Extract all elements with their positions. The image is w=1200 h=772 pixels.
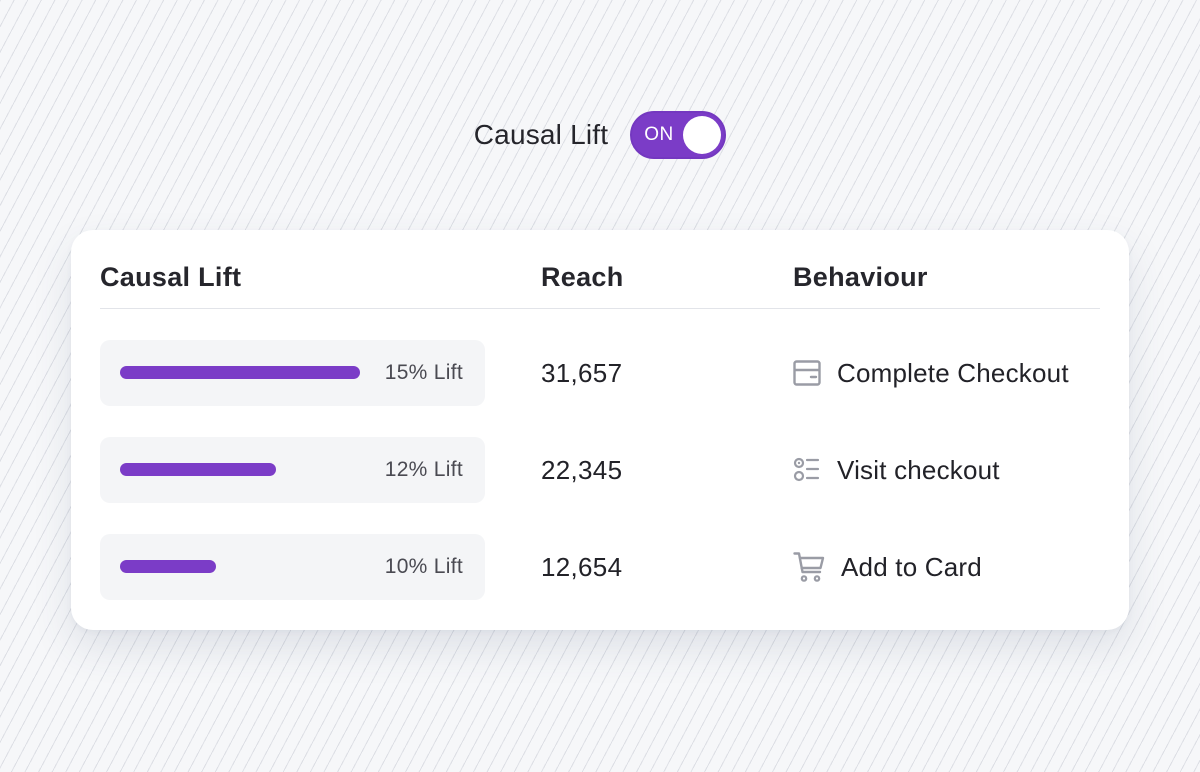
reach-value: 12,654 bbox=[541, 552, 623, 582]
causal-lift-toggle-row: Causal Lift ON bbox=[0, 110, 1200, 160]
behaviour-label: Complete Checkout bbox=[837, 357, 1069, 388]
lift-bar bbox=[120, 463, 276, 476]
column-header-behaviour: Behaviour bbox=[793, 262, 928, 292]
lift-bar bbox=[120, 560, 216, 573]
lift-bar-track bbox=[120, 463, 360, 476]
reach-value: 22,345 bbox=[541, 455, 623, 485]
column-header-reach: Reach bbox=[541, 262, 624, 292]
lift-label: 15% Lift bbox=[384, 361, 463, 384]
list-icon bbox=[793, 454, 825, 486]
table-row: 10% Lift 12,654 Add to Card bbox=[100, 534, 1100, 600]
lift-table-card: Causal Lift Reach Behaviour 15% Lift 31,… bbox=[71, 230, 1129, 630]
checkout-card-icon bbox=[793, 357, 825, 389]
toggle-label: Causal Lift bbox=[473, 119, 609, 150]
lift-label: 12% Lift bbox=[384, 458, 463, 481]
lift-bar-track bbox=[120, 560, 360, 573]
behaviour-cell: Visit checkout bbox=[793, 437, 1000, 503]
causal-lift-toggle[interactable]: ON bbox=[630, 111, 727, 159]
toggle-knob bbox=[683, 116, 722, 154]
lift-cell: 10% Lift bbox=[100, 534, 485, 600]
lift-bar bbox=[120, 366, 360, 379]
lift-cell: 15% Lift bbox=[100, 340, 485, 406]
table-row: 15% Lift 31,657 Complete Checkout bbox=[100, 340, 1100, 406]
table-row: 12% Lift 22,345 Visit checkout bbox=[100, 437, 1100, 503]
cart-icon bbox=[793, 551, 825, 583]
behaviour-cell: Add to Card bbox=[793, 534, 982, 600]
behaviour-label: Add to Card bbox=[841, 551, 982, 582]
table-header: Causal Lift Reach Behaviour bbox=[100, 256, 1100, 309]
behaviour-label: Visit checkout bbox=[837, 454, 1000, 485]
lift-label: 10% Lift bbox=[384, 555, 463, 578]
lift-cell: 12% Lift bbox=[100, 437, 485, 503]
column-header-causal-lift: Causal Lift bbox=[100, 262, 242, 292]
lift-bar-track bbox=[120, 366, 360, 379]
reach-value: 31,657 bbox=[541, 358, 623, 388]
behaviour-cell: Complete Checkout bbox=[793, 340, 1069, 406]
toggle-state-text: ON bbox=[644, 124, 674, 145]
